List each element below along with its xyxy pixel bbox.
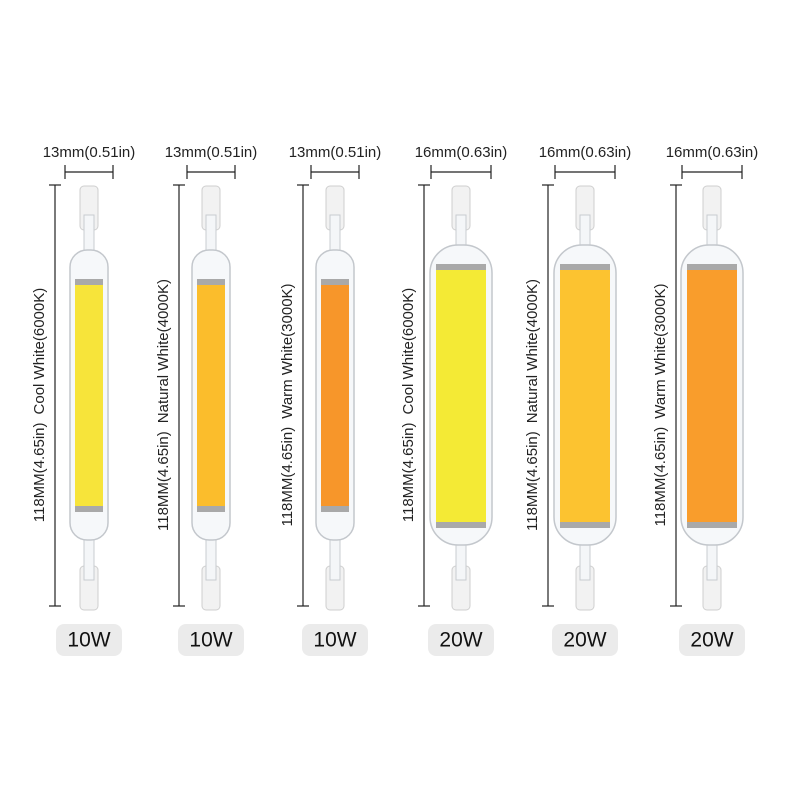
width-label: 13mm(0.51in) <box>289 144 382 161</box>
width-label: 13mm(0.51in) <box>43 144 136 161</box>
light-color: Warm White(3000K) <box>652 283 669 418</box>
light-color: Cool White(6000K) <box>31 288 48 415</box>
led-strip <box>560 270 610 522</box>
led-strip <box>436 270 486 522</box>
length: 118MM(4.65in) <box>524 431 541 531</box>
led-strip <box>321 285 349 506</box>
length: 118MM(4.65in) <box>652 427 669 527</box>
length-label: 118MM(4.65in) Cool White(6000K) <box>400 288 417 523</box>
strip-holder <box>197 279 225 285</box>
product: 16mm(0.63in) 118MM(4.65in) Warm White(3000… <box>652 144 758 656</box>
power-label: 20W <box>563 629 606 652</box>
length-label: 118MM(4.65in) Cool White(6000K) <box>31 288 48 523</box>
led-strip <box>687 270 737 522</box>
length-label: 118MM(4.65in) Warm White(3000K) <box>279 283 296 526</box>
length: 118MM(4.65in) <box>400 422 417 522</box>
strip-holder <box>197 506 225 512</box>
length: 118MM(4.65in) <box>31 422 48 522</box>
glass-neck <box>205 539 217 581</box>
power-badge <box>302 624 368 656</box>
product: 13mm(0.51in) 118MM(4.65in) Cool White(6000… <box>31 144 135 656</box>
length-label: 118MM(4.65in) Natural White(4000K) <box>155 279 172 531</box>
product: 16mm(0.63in) 118MM(4.65in) Natural White(4… <box>524 144 631 656</box>
glass-neck <box>455 539 467 581</box>
power-badge <box>679 624 745 656</box>
length-label: 118MM(4.65in) Warm White(3000K) <box>652 283 669 526</box>
glass-neck <box>329 214 341 256</box>
glass-neck <box>706 539 718 581</box>
width-label: 16mm(0.63in) <box>666 144 759 161</box>
strip-holder <box>687 522 737 528</box>
width-label: 16mm(0.63in) <box>539 144 632 161</box>
strip-holder <box>75 279 103 285</box>
light-color: Natural White(4000K) <box>524 279 541 423</box>
power-label: 10W <box>313 629 356 652</box>
strip-holder <box>321 506 349 512</box>
strip-holder <box>560 522 610 528</box>
power-badge <box>552 624 618 656</box>
width-label: 16mm(0.63in) <box>415 144 508 161</box>
strip-holder <box>560 264 610 270</box>
strip-holder <box>321 279 349 285</box>
width-label: 13mm(0.51in) <box>165 144 258 161</box>
power-label: 10W <box>67 629 110 652</box>
strip-holder <box>436 522 486 528</box>
length-label: 118MM(4.65in) Natural White(4000K) <box>524 279 541 531</box>
light-color: Cool White(6000K) <box>400 288 417 415</box>
length: 118MM(4.65in) <box>155 431 172 531</box>
glass-neck <box>83 214 95 256</box>
light-color: Natural White(4000K) <box>155 279 172 423</box>
product: 16mm(0.63in) 118MM(4.65in) Cool White(6000… <box>400 144 507 656</box>
led-strip <box>197 285 225 506</box>
product: 13mm(0.51in) 118MM(4.65in) Warm White(3000… <box>279 144 381 656</box>
power-badge <box>178 624 244 656</box>
power-label: 10W <box>189 629 232 652</box>
glass-neck <box>329 539 341 581</box>
strip-holder <box>75 506 103 512</box>
length: 118MM(4.65in) <box>279 427 296 527</box>
glass-neck <box>83 539 95 581</box>
led-strip <box>75 285 103 506</box>
strip-holder <box>687 264 737 270</box>
power-badge <box>56 624 122 656</box>
power-badge <box>428 624 494 656</box>
glass-neck <box>579 539 591 581</box>
light-color: Warm White(3000K) <box>279 283 296 418</box>
strip-holder <box>436 264 486 270</box>
power-label: 20W <box>439 629 482 652</box>
glass-neck <box>205 214 217 256</box>
product: 13mm(0.51in) 118MM(4.65in) Natural White(4… <box>155 144 257 656</box>
power-label: 20W <box>690 629 733 652</box>
